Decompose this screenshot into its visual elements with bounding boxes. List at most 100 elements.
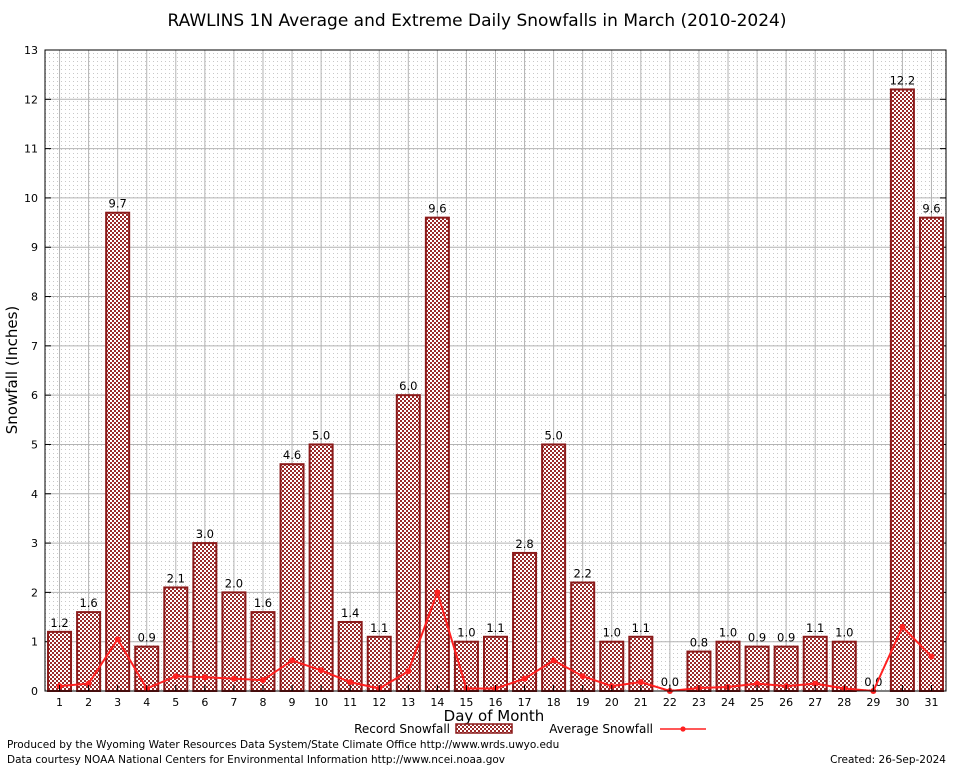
x-tick-label: 10 bbox=[314, 696, 328, 709]
average-point bbox=[347, 679, 354, 686]
bar-value-label: 1.4 bbox=[341, 606, 359, 620]
average-point bbox=[928, 653, 935, 660]
average-point bbox=[259, 677, 266, 684]
bar-value-label: 1.0 bbox=[603, 626, 621, 640]
record-bar bbox=[279, 463, 305, 692]
record-bar bbox=[453, 640, 479, 693]
y-tick-label: 5 bbox=[31, 438, 38, 451]
x-tick-label: 1 bbox=[56, 696, 63, 709]
average-point bbox=[85, 680, 92, 687]
y-axis-label: Snowfall (Inches) bbox=[3, 306, 21, 434]
bar-value-label: 4.6 bbox=[283, 448, 301, 462]
y-tick-label: 6 bbox=[31, 389, 38, 402]
legend: Record Snowfall Average Snowfall bbox=[354, 722, 706, 736]
bar-value-label: 3.0 bbox=[196, 527, 214, 541]
average-point bbox=[114, 636, 121, 643]
bar-value-label: 0.0 bbox=[661, 675, 679, 689]
bar-value-label: 9.7 bbox=[109, 197, 127, 211]
record-bar bbox=[47, 630, 73, 692]
average-point bbox=[289, 657, 296, 664]
average-point bbox=[899, 623, 906, 630]
average-point bbox=[579, 673, 586, 680]
record-bar bbox=[308, 443, 334, 693]
x-tick-label: 25 bbox=[750, 696, 764, 709]
x-tick-label: 6 bbox=[201, 696, 208, 709]
y-tick-label: 9 bbox=[31, 241, 38, 254]
x-tick-label: 20 bbox=[605, 696, 619, 709]
average-point bbox=[521, 675, 528, 682]
x-tick-label: 31 bbox=[924, 696, 938, 709]
bar-value-label: 5.0 bbox=[312, 428, 330, 442]
y-tick-label: 1 bbox=[31, 636, 38, 649]
average-point bbox=[172, 673, 179, 680]
x-tick-label: 15 bbox=[459, 696, 473, 709]
bar-value-label: 1.0 bbox=[457, 626, 475, 640]
bar-value-label: 2.0 bbox=[225, 576, 243, 590]
average-point bbox=[637, 679, 644, 686]
bar-value-label: 1.1 bbox=[370, 621, 388, 635]
legend-record-label: Record Snowfall bbox=[354, 722, 450, 736]
bar-value-label: 0.9 bbox=[138, 631, 156, 645]
average-point bbox=[201, 674, 208, 681]
x-tick-label: 3 bbox=[114, 696, 121, 709]
bar-value-label: 0.9 bbox=[748, 631, 766, 645]
x-tick-label: 13 bbox=[401, 696, 415, 709]
x-tick-label: 11 bbox=[343, 696, 357, 709]
y-tick-label: 3 bbox=[31, 537, 38, 550]
x-tick-label: 28 bbox=[837, 696, 851, 709]
x-tick-label: 7 bbox=[230, 696, 237, 709]
bar-value-label: 1.6 bbox=[254, 596, 272, 610]
legend-record-swatch bbox=[455, 723, 513, 734]
average-point bbox=[550, 657, 557, 664]
legend-average-label: Average Snowfall bbox=[549, 722, 653, 736]
x-tick-label: 5 bbox=[172, 696, 179, 709]
bar-value-labels: 1.2 1.6 9.7 0.9 2.1 3.0 2.0 1.6 4.6 5.0 1.4 1.1 6.0 9… bbox=[50, 73, 940, 689]
record-bar bbox=[105, 211, 131, 692]
bar-value-label: 1.2 bbox=[50, 616, 68, 630]
average-point bbox=[434, 589, 441, 596]
x-tick-label: 22 bbox=[663, 696, 677, 709]
footer-produced-by: Produced by the Wyoming Water Resources … bbox=[7, 739, 559, 751]
y-tick-label: 13 bbox=[24, 44, 38, 57]
bar-value-label: 9.6 bbox=[428, 202, 446, 216]
record-bar bbox=[889, 88, 915, 692]
x-tick-label: 12 bbox=[372, 696, 386, 709]
bar-value-label: 1.1 bbox=[632, 621, 650, 635]
x-tick-label: 27 bbox=[808, 696, 822, 709]
y-tick-label: 10 bbox=[24, 192, 38, 205]
y-tick-label: 11 bbox=[24, 143, 38, 156]
bar-value-label: 5.0 bbox=[544, 428, 562, 442]
record-bar bbox=[512, 551, 538, 693]
x-tick-label: 8 bbox=[259, 696, 266, 709]
x-tick-label: 2 bbox=[85, 696, 92, 709]
bar-value-label: 1.1 bbox=[806, 621, 824, 635]
bar-value-label: 0.8 bbox=[690, 636, 708, 650]
x-tick-label: 30 bbox=[895, 696, 909, 709]
bar-value-label: 2.8 bbox=[515, 537, 533, 551]
y-tick-label: 12 bbox=[24, 93, 38, 106]
average-point bbox=[230, 675, 237, 682]
bar-value-label: 2.1 bbox=[167, 571, 185, 585]
x-tick-label: 29 bbox=[866, 696, 880, 709]
x-tick-label: 14 bbox=[430, 696, 444, 709]
bar-value-label: 1.0 bbox=[719, 626, 737, 640]
record-bar bbox=[76, 611, 102, 692]
x-tick-label: 26 bbox=[779, 696, 793, 709]
y-tick-label: 7 bbox=[31, 340, 38, 353]
x-tick-label: 19 bbox=[576, 696, 590, 709]
record-bar bbox=[831, 640, 857, 693]
x-tick-label: 23 bbox=[692, 696, 706, 709]
x-tick-label: 16 bbox=[489, 696, 503, 709]
bar-value-label: 1.6 bbox=[79, 596, 97, 610]
bar-value-label: 12.2 bbox=[890, 73, 916, 87]
average-point bbox=[754, 680, 761, 687]
bar-value-label: 1.1 bbox=[486, 621, 504, 635]
x-tick-label: 24 bbox=[721, 696, 735, 709]
footer-data-courtesy: Data courtesy NOAA National Centers for … bbox=[7, 754, 505, 766]
average-point bbox=[812, 680, 819, 687]
x-tick-label: 21 bbox=[634, 696, 648, 709]
y-tick-label: 2 bbox=[31, 586, 38, 599]
x-tick-label: 9 bbox=[289, 696, 296, 709]
x-tick-label: 4 bbox=[143, 696, 150, 709]
